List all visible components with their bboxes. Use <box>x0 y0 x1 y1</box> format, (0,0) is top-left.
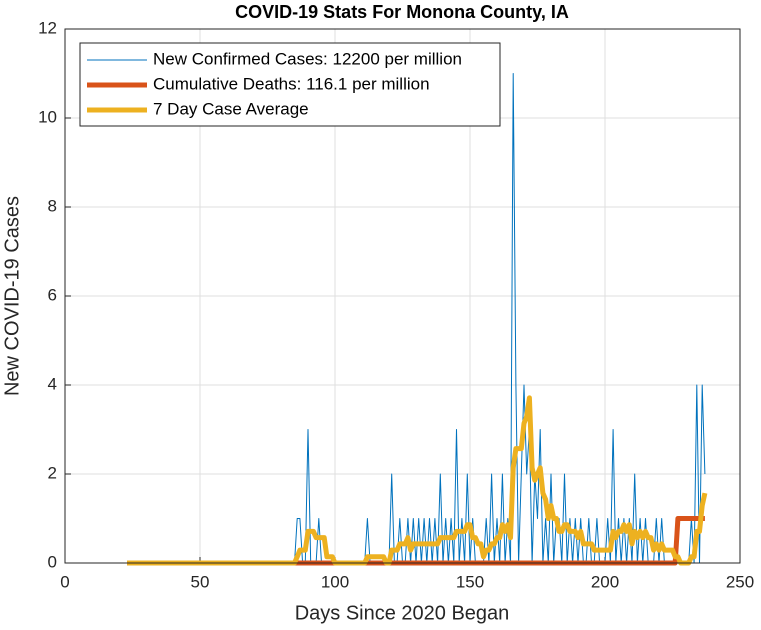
legend-box <box>79 42 501 127</box>
y-tick-label: 4 <box>48 374 57 393</box>
legend-label: Cumulative Deaths: 116.1 per million <box>153 74 430 93</box>
legend-label: New Confirmed Cases: 12200 per million <box>153 49 462 68</box>
x-axis-label: Days Since 2020 Began <box>295 602 510 624</box>
x-tick-label: 50 <box>191 572 210 591</box>
x-tick-label: 250 <box>726 572 754 591</box>
x-tick-label: 100 <box>321 572 349 591</box>
y-axis-label: New COVID-19 Cases <box>1 196 23 396</box>
y-tick-label: 2 <box>48 463 57 482</box>
y-tick-label: 6 <box>48 285 57 304</box>
legend-label: 7 Day Case Average <box>153 99 309 118</box>
y-tick-label: 10 <box>38 107 57 126</box>
x-tick-label: 200 <box>591 572 619 591</box>
x-tick-label: 0 <box>60 572 69 591</box>
y-tick-label: 8 <box>48 196 57 215</box>
x-tick-label: 150 <box>456 572 484 591</box>
y-tick-label: 0 <box>48 552 57 571</box>
axes-box <box>64 28 741 564</box>
y-tick-label: 12 <box>38 18 57 37</box>
chart-title: COVID-19 Stats For Monona County, IA <box>235 2 569 22</box>
legend: New Confirmed Cases: 12200 per million Cu… <box>79 42 501 127</box>
